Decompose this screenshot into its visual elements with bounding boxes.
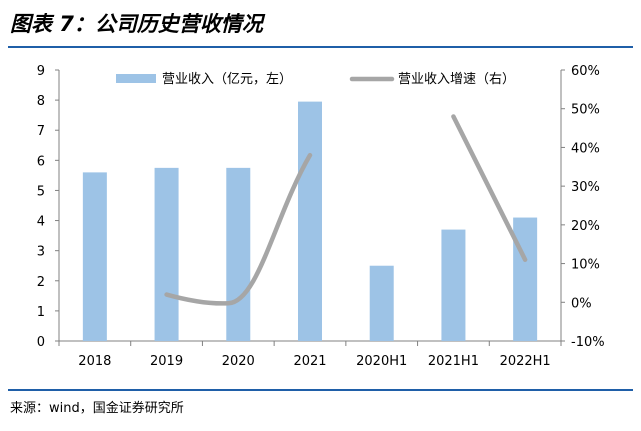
right-tick-label: 40% — [571, 141, 600, 156]
right-tick-label: 20% — [571, 219, 600, 234]
legend-bar-label: 营业收入（亿元，左） — [162, 72, 292, 87]
title-bar: 图表 7：公司历史营收情况 — [0, 0, 641, 46]
bar — [154, 167, 179, 341]
right-tick-label: 60% — [571, 64, 600, 79]
bar — [298, 101, 322, 341]
right-tick-label: 0% — [571, 296, 592, 311]
x-tick-label: 2020 — [222, 354, 255, 369]
bar — [82, 172, 107, 341]
left-tick-label: 9 — [37, 64, 45, 79]
bar — [369, 265, 394, 341]
left-tick-label: 4 — [37, 215, 45, 230]
left-tick-label: 2 — [37, 275, 45, 290]
left-tick-label: 5 — [37, 184, 45, 199]
title-divider — [8, 46, 633, 48]
left-tick-label: 1 — [37, 305, 45, 320]
x-tick-label: 2019 — [150, 354, 183, 369]
legend-bar-swatch — [116, 74, 156, 83]
footer-divider — [8, 389, 633, 391]
bar — [513, 217, 538, 341]
right-tick-label: 50% — [571, 103, 600, 118]
growth-line — [451, 114, 528, 262]
x-tick-label: 2022H1 — [500, 354, 551, 369]
growth-line — [164, 152, 313, 306]
page-title: 图表 7：公司历史营收情况 — [10, 12, 263, 36]
revenue-chart: 0 1 2 3 4 5 6 7 8 9 -10% 0% 10% 20% 30% 40% 50% 60% 2018 20… — [37, 64, 605, 369]
left-tick-label: 7 — [37, 124, 45, 139]
x-tick-label: 2020H1 — [356, 354, 407, 369]
left-tick-label: 3 — [37, 245, 45, 260]
bar — [441, 229, 466, 341]
left-tick-label: 8 — [37, 94, 45, 109]
x-tick-label: 2021 — [293, 354, 326, 369]
left-tick-label: 6 — [37, 154, 45, 169]
left-tick-label: 0 — [37, 335, 45, 350]
bar — [226, 167, 251, 341]
right-tick-label: 30% — [571, 180, 600, 195]
right-tick-label: 10% — [571, 258, 600, 273]
source-note: 来源：wind，国金证券研究所 — [10, 401, 184, 416]
x-tick-label: 2021H1 — [428, 354, 479, 369]
right-tick-label: -10% — [571, 335, 605, 350]
x-tick-label: 2018 — [78, 354, 111, 369]
legend-line-label: 营业收入增速（右） — [398, 72, 515, 87]
